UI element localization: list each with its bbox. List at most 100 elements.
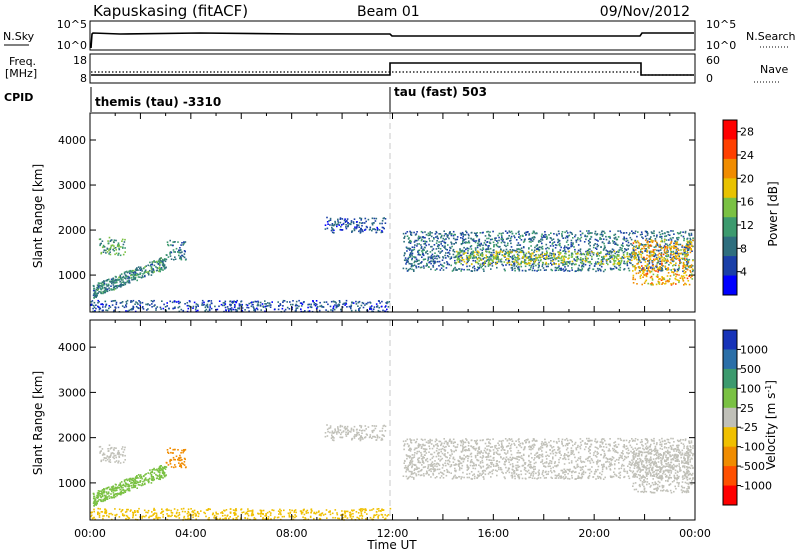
data-cell — [636, 240, 639, 242]
data-cell — [484, 239, 487, 242]
data-cell — [246, 304, 249, 307]
data-cell — [105, 303, 108, 306]
data-cell — [122, 492, 125, 494]
data-cell — [626, 255, 628, 258]
data-cell — [532, 252, 534, 255]
data-cell — [411, 257, 413, 260]
data-cell — [98, 285, 100, 288]
data-cell — [279, 303, 282, 305]
data-cell — [579, 476, 581, 479]
data-cell — [675, 255, 678, 258]
data-cell — [421, 261, 423, 263]
data-cell — [482, 439, 484, 441]
data-cell — [691, 478, 694, 480]
data-cell — [672, 259, 674, 261]
data-cell — [99, 291, 102, 293]
data-cell — [572, 237, 574, 239]
data-cell — [357, 305, 359, 307]
data-cell — [609, 235, 611, 238]
data-cell — [310, 306, 313, 309]
data-cell — [474, 260, 477, 262]
data-cell — [461, 249, 464, 252]
data-cell — [473, 232, 476, 234]
data-cell — [119, 485, 122, 487]
data-cell — [604, 246, 606, 249]
data-cell — [456, 257, 459, 259]
data-cell — [664, 283, 666, 285]
data-cell — [429, 251, 432, 253]
data-cell — [498, 260, 500, 263]
data-cell — [682, 265, 684, 267]
data-cell — [688, 258, 691, 261]
data-cell — [216, 308, 219, 311]
data-cell — [490, 255, 493, 258]
data-cell — [666, 279, 669, 282]
data-cell — [518, 251, 520, 254]
data-cell — [162, 477, 164, 479]
data-cell — [122, 461, 125, 464]
data-cell — [108, 253, 110, 255]
data-cell — [452, 234, 455, 237]
data-cell — [431, 461, 434, 463]
power-colorbar-label: Power [dB] — [766, 181, 780, 246]
data-cell — [679, 261, 681, 264]
data-cell — [329, 431, 331, 434]
data-cell — [585, 260, 587, 263]
data-cell — [183, 450, 185, 453]
data-cell — [174, 458, 176, 461]
data-cell — [635, 246, 637, 249]
data-cell — [99, 287, 101, 289]
data-cell — [352, 221, 355, 223]
data-cell — [640, 249, 642, 251]
data-cell — [615, 243, 618, 246]
data-cell — [139, 269, 142, 271]
data-cell — [684, 254, 686, 256]
data-cell — [165, 254, 168, 256]
data-cell — [126, 299, 129, 302]
data-cell — [564, 231, 566, 234]
data-cell — [332, 224, 334, 226]
data-cell — [418, 243, 420, 245]
data-cell — [549, 460, 551, 462]
data-cell — [559, 244, 561, 247]
data-cell — [324, 432, 327, 434]
data-cell — [118, 285, 120, 288]
data-cell — [179, 456, 182, 459]
data-cell — [359, 232, 362, 234]
data-cell — [489, 263, 491, 266]
data-cell — [617, 437, 619, 440]
data-cell — [623, 262, 625, 265]
data-cell — [564, 252, 566, 255]
data-cell — [617, 258, 619, 261]
data-cell — [537, 248, 540, 251]
data-cell — [468, 254, 471, 257]
data-cell — [186, 302, 189, 304]
data-cell — [100, 252, 102, 255]
data-cell — [673, 247, 675, 250]
data-cell — [472, 266, 474, 269]
data-cell — [660, 270, 662, 272]
data-cell — [288, 308, 291, 310]
data-cell — [521, 269, 524, 272]
data-cell — [689, 271, 692, 273]
data-cell — [489, 254, 492, 256]
data-cell — [545, 263, 548, 265]
data-cell — [603, 258, 605, 260]
data-cell — [149, 265, 152, 267]
data-cell — [349, 430, 351, 433]
data-cell — [675, 258, 678, 260]
data-cell — [446, 261, 448, 263]
data-cell — [644, 443, 647, 445]
data-cell — [414, 260, 416, 263]
data-cell — [513, 254, 515, 257]
data-cell — [579, 469, 582, 471]
data-cell — [132, 308, 134, 310]
data-cell — [666, 269, 668, 271]
data-cell — [438, 260, 441, 263]
data-cell — [653, 268, 655, 270]
data-cell — [550, 470, 552, 472]
data-cell — [411, 466, 413, 469]
data-cell — [382, 309, 384, 312]
data-cell — [676, 241, 679, 244]
data-cell — [337, 426, 339, 428]
